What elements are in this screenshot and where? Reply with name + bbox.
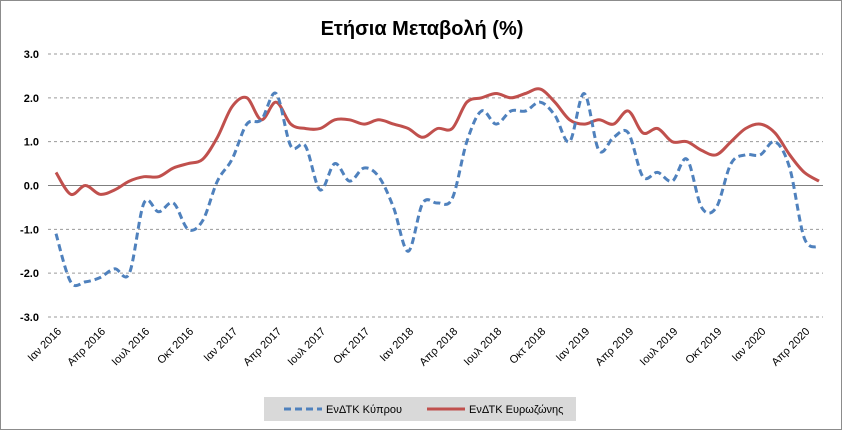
series-cyprus-line bbox=[54, 91, 820, 288]
x-tick-label: Απρ 2016 bbox=[65, 326, 108, 369]
x-tick-label: Οκτ 2016 bbox=[155, 326, 196, 367]
legend-box bbox=[264, 397, 576, 421]
x-tick-label: Ιαν 2018 bbox=[378, 326, 417, 365]
x-tick-label: Ιαν 2019 bbox=[554, 326, 593, 365]
x-axis: Ιαν 2016 Απρ 2016 Ιουλ 2016 Οκτ 2016 Ιαν 201… bbox=[26, 326, 813, 369]
y-tick-label: -1.0 bbox=[20, 224, 39, 236]
x-tick-label: Ιουλ 2016 bbox=[110, 326, 153, 369]
x-tick-label: Ιαν 2016 bbox=[26, 326, 65, 365]
y-tick-label: -3.0 bbox=[20, 312, 39, 324]
series-eurozone-line bbox=[54, 87, 820, 197]
legend-label-eurozone: ΕνΔΤΚ Ευρωζώνης bbox=[469, 404, 563, 416]
y-tick-label: 1.0 bbox=[24, 137, 39, 149]
series-layer bbox=[54, 87, 820, 288]
legend-label-cyprus: ΕνΔΤΚ Κύπρου bbox=[326, 404, 402, 416]
y-tick-label: 3.0 bbox=[24, 49, 39, 61]
x-tick-label: Ιουλ 2019 bbox=[638, 326, 681, 369]
x-tick-label: Απρ 2020 bbox=[770, 326, 813, 369]
y-tick-label: 0.0 bbox=[24, 181, 39, 193]
y-tick-label: 2.0 bbox=[24, 93, 39, 105]
x-tick-label: Ιαν 2017 bbox=[202, 326, 241, 365]
x-tick-label: Απρ 2017 bbox=[241, 326, 284, 369]
y-axis: 3.0 2.0 1.0 0.0 -1.0 -2.0 -3.0 bbox=[20, 49, 39, 324]
x-tick-label: Οκτ 2018 bbox=[507, 326, 548, 367]
x-tick-label: Ιαν 2020 bbox=[730, 326, 769, 365]
x-tick-label: Απρ 2018 bbox=[417, 326, 460, 369]
x-tick-label: Ιουλ 2017 bbox=[286, 326, 329, 369]
x-tick-label: Ιουλ 2018 bbox=[462, 326, 505, 369]
grid bbox=[48, 53, 823, 318]
chart-title: Ετήσια Μεταβολή (%) bbox=[321, 18, 524, 40]
x-tick-label: Οκτ 2019 bbox=[683, 326, 724, 367]
x-tick-label: Οκτ 2017 bbox=[331, 326, 372, 367]
y-tick-label: -2.0 bbox=[20, 268, 39, 280]
x-tick-label: Απρ 2019 bbox=[593, 326, 636, 369]
legend: ΕνΔΤΚ Κύπρου ΕνΔΤΚ Ευρωζώνης bbox=[264, 397, 576, 421]
